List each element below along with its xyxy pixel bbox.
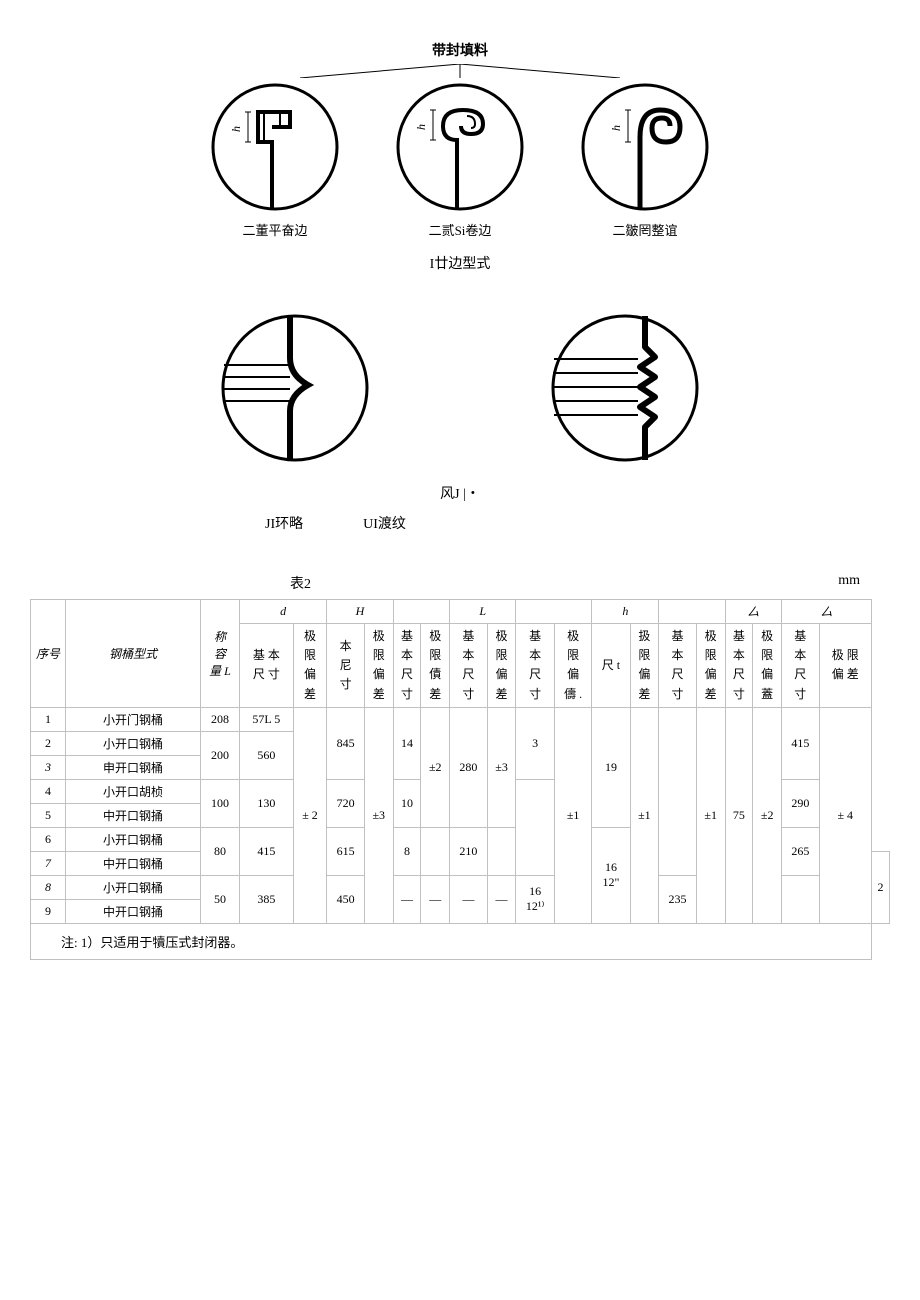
group-d: d bbox=[240, 600, 327, 624]
seam-flat-fold-icon: h bbox=[210, 82, 340, 212]
group-t1: 厶 bbox=[725, 600, 782, 624]
seam-types-figure: 带封填料 h 二董平奋边 h bbox=[30, 40, 890, 273]
table-title-row: 表2 mm bbox=[30, 573, 890, 593]
table-label: 表2 bbox=[290, 573, 311, 593]
col-seq: 序号 bbox=[31, 600, 66, 708]
seam-rolled-icon: h bbox=[395, 82, 525, 212]
seam-caption-3: 二皺罔整谊 bbox=[612, 220, 677, 239]
group-H: H bbox=[327, 600, 393, 624]
figure2-caption: 风J |・ bbox=[30, 483, 890, 503]
svg-text:h: h bbox=[609, 125, 623, 131]
group-blank1 bbox=[393, 600, 450, 624]
group-blank2 bbox=[516, 600, 592, 624]
seam-rolled: h 二贰Si卷边 bbox=[395, 82, 525, 239]
seam-round-rolled-icon: h bbox=[580, 82, 710, 212]
group-L: L bbox=[450, 600, 516, 624]
table-footnote: 注: 1）只适用于犢压式封闭器。 bbox=[31, 923, 872, 959]
col-type: 钢桶型式 bbox=[66, 600, 201, 708]
group-blank3 bbox=[659, 600, 725, 624]
group-t2: 厶 bbox=[782, 600, 872, 624]
group-h: h bbox=[592, 600, 659, 624]
svg-text:h: h bbox=[229, 126, 243, 132]
table-footnote-row: 注: 1）只适用于犢压式封闭器。 bbox=[31, 923, 890, 959]
table-header-groups: 序号 钢桶型式 称 容 量 L d H L h 厶 厶 bbox=[31, 600, 890, 624]
seam-flat-fold: h 二董平奋边 bbox=[210, 82, 340, 239]
col-capacity: 称 容 量 L bbox=[201, 600, 240, 708]
profile-label-left: JI环略 bbox=[265, 513, 303, 533]
profile-wave-icon bbox=[550, 313, 700, 463]
profile-figure: 风J |・ JI环略 UI渡纹 bbox=[30, 313, 890, 533]
profile-ring-icon bbox=[220, 313, 370, 463]
profile-label-right: UI渡纹 bbox=[363, 513, 406, 533]
figure1-caption: I廿边型式 bbox=[30, 253, 890, 273]
seam-caption-2: 二贰Si卷边 bbox=[429, 220, 492, 239]
callout-lines bbox=[210, 64, 710, 78]
table-unit: mm bbox=[838, 573, 860, 593]
svg-text:h: h bbox=[414, 124, 428, 130]
seam-caption-1: 二董平奋边 bbox=[242, 220, 307, 239]
seam-circles-row: h 二董平奋边 h 二贰Si卷边 h 二皺罔整谊 bbox=[30, 82, 890, 239]
packing-label: 带封填料 bbox=[30, 40, 890, 60]
table-row: 1 小开门钢桶 208 57L 5 ± 2 845 ±3 14 ±2 280 ±… bbox=[31, 707, 890, 731]
dimensions-table: 序号 钢桶型式 称 容 量 L d H L h 厶 厶 基 本 尺 寸 极 限 … bbox=[30, 599, 890, 960]
seam-round-rolled: h 二皺罔整谊 bbox=[580, 82, 710, 239]
